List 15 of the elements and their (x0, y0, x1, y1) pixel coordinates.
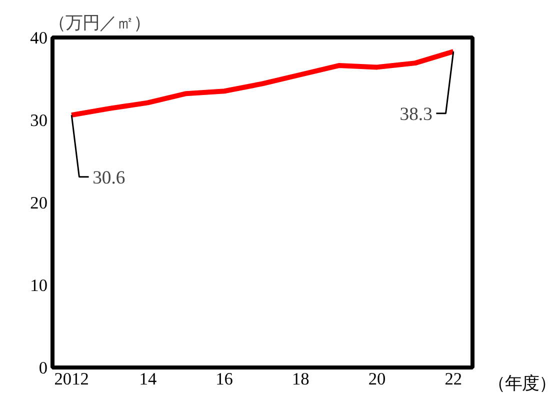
x-tick-label: 18 (292, 370, 310, 388)
y-axis-title: （万円／㎡） (48, 14, 150, 32)
annotation: 30.6 (92, 167, 126, 188)
x-tick-label: 16 (216, 370, 234, 388)
y-tick-label: 40 (30, 28, 48, 48)
y-tick-label: 30 (30, 111, 48, 130)
x-axis-title: （年度） (488, 373, 556, 395)
y-tick-label: 20 (30, 194, 48, 212)
annotation: 38.3 (400, 104, 432, 125)
x-tick-label: 2012 (54, 370, 89, 388)
y-tick-label: 10 (30, 276, 48, 295)
x-tick-label: 14 (139, 370, 157, 388)
x-tick-label: 22 (444, 370, 462, 388)
y-tick-label: 0 (38, 358, 48, 378)
x-tick-label: 20 (368, 370, 386, 388)
